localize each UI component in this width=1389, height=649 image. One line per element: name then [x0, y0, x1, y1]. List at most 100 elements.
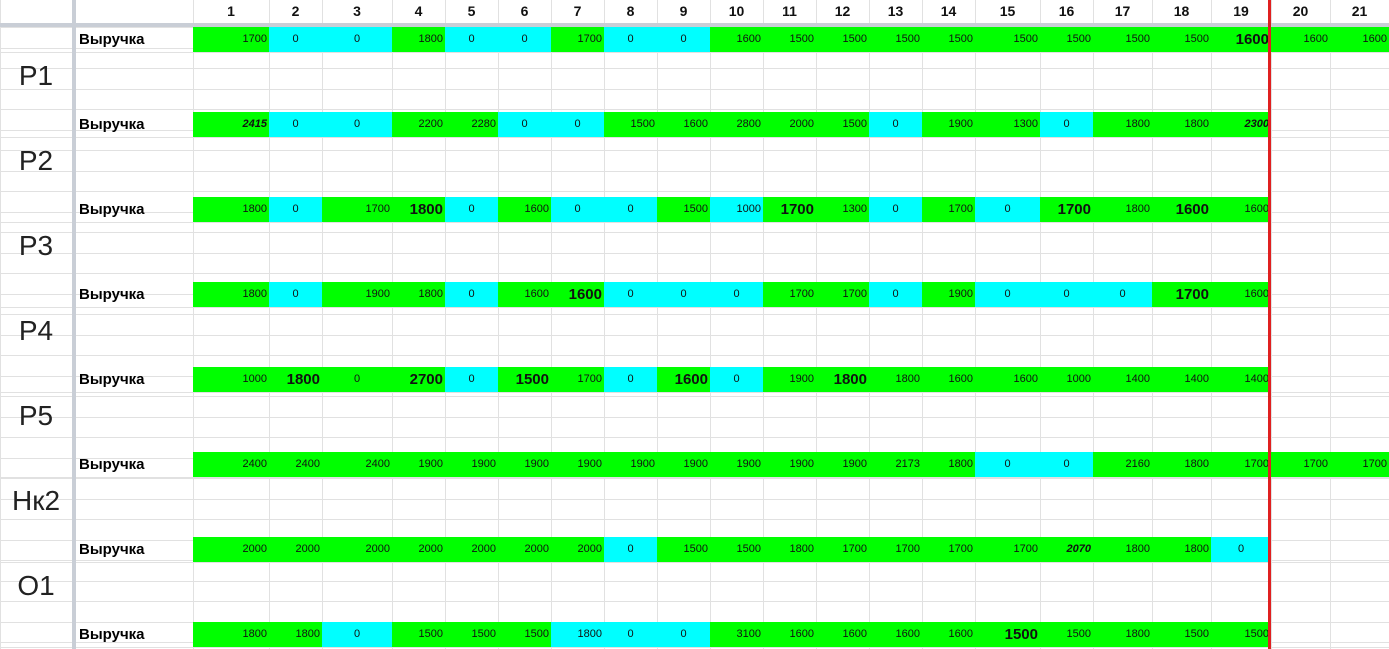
revenue-cell[interactable]: 1700: [816, 282, 869, 307]
revenue-cell[interactable]: 1700: [1330, 452, 1389, 477]
revenue-cell[interactable]: 1700: [869, 537, 922, 562]
revenue-cell[interactable]: 1500: [1152, 622, 1211, 647]
revenue-cell[interactable]: 0: [604, 282, 657, 307]
revenue-cell[interactable]: 1600: [1152, 197, 1211, 222]
column-header[interactable]: 5: [467, 3, 476, 19]
revenue-cell[interactable]: 1500: [498, 367, 551, 392]
revenue-cell[interactable]: 1800: [193, 282, 269, 307]
revenue-cell[interactable]: 1500: [975, 27, 1040, 52]
column-header[interactable]: 14: [940, 3, 957, 19]
revenue-cell[interactable]: 2000: [193, 537, 269, 562]
revenue-cell[interactable]: 1700: [816, 537, 869, 562]
revenue-cell[interactable]: 1800: [269, 367, 322, 392]
revenue-cell[interactable]: 1500: [710, 537, 763, 562]
revenue-cell[interactable]: 0: [657, 282, 710, 307]
column-header[interactable]: 3: [353, 3, 361, 19]
revenue-cell[interactable]: 1800: [193, 622, 269, 647]
revenue-cell[interactable]: 1600: [922, 367, 975, 392]
revenue-cell[interactable]: 1800: [269, 622, 322, 647]
revenue-cell[interactable]: 1500: [763, 27, 816, 52]
revenue-cell[interactable]: 1000: [710, 197, 763, 222]
revenue-cell[interactable]: 1300: [816, 197, 869, 222]
revenue-cell[interactable]: 0: [975, 452, 1040, 477]
revenue-cell[interactable]: 1500: [1152, 27, 1211, 52]
column-header[interactable]: 10: [728, 3, 745, 19]
revenue-cell[interactable]: 1800: [922, 452, 975, 477]
revenue-cell[interactable]: 0: [710, 367, 763, 392]
revenue-cell[interactable]: 1700: [193, 27, 269, 52]
revenue-cell[interactable]: 0: [551, 112, 604, 137]
revenue-cell[interactable]: 1900: [710, 452, 763, 477]
revenue-cell[interactable]: 1600: [816, 622, 869, 647]
revenue-cell[interactable]: 1500: [975, 622, 1040, 647]
revenue-cell[interactable]: 0: [1040, 112, 1093, 137]
revenue-cell[interactable]: 0: [1211, 537, 1271, 562]
row-label[interactable]: Выручка: [79, 116, 145, 133]
revenue-cell[interactable]: 1700: [1152, 282, 1211, 307]
revenue-cell[interactable]: 1700: [1040, 197, 1093, 222]
revenue-cell[interactable]: 1500: [604, 112, 657, 137]
revenue-cell[interactable]: 1600: [763, 622, 816, 647]
revenue-cell[interactable]: 3100: [710, 622, 763, 647]
revenue-cell[interactable]: 1800: [763, 537, 816, 562]
revenue-cell[interactable]: 1500: [1093, 27, 1152, 52]
revenue-cell[interactable]: 1600: [657, 367, 710, 392]
revenue-cell[interactable]: 1600: [551, 282, 604, 307]
revenue-cell[interactable]: 1700: [975, 537, 1040, 562]
column-header[interactable]: 21: [1351, 3, 1368, 19]
revenue-cell[interactable]: 1900: [816, 452, 869, 477]
revenue-cell[interactable]: 1000: [1040, 367, 1093, 392]
revenue-cell[interactable]: 1600: [1271, 27, 1330, 52]
revenue-cell[interactable]: 1900: [763, 452, 816, 477]
revenue-cell[interactable]: 1900: [657, 452, 710, 477]
revenue-cell[interactable]: 1700: [322, 197, 392, 222]
revenue-cell[interactable]: 0: [604, 622, 657, 647]
revenue-cell[interactable]: 0: [269, 27, 322, 52]
revenue-cell[interactable]: 1500: [816, 112, 869, 137]
revenue-cell[interactable]: 0: [710, 282, 763, 307]
revenue-cell[interactable]: 1900: [604, 452, 657, 477]
revenue-cell[interactable]: 1800: [816, 367, 869, 392]
revenue-cell[interactable]: 0: [869, 112, 922, 137]
revenue-cell[interactable]: 1500: [445, 622, 498, 647]
revenue-cell[interactable]: 0: [604, 197, 657, 222]
column-header[interactable]: 11: [782, 3, 797, 19]
column-header[interactable]: 7: [573, 3, 582, 19]
revenue-cell[interactable]: 1700: [763, 282, 816, 307]
column-header[interactable]: 19: [1233, 3, 1249, 19]
revenue-cell[interactable]: 1800: [392, 27, 445, 52]
revenue-cell[interactable]: 2400: [193, 452, 269, 477]
row-label[interactable]: Выручка: [79, 626, 145, 643]
column-header[interactable]: 4: [414, 3, 423, 19]
revenue-cell[interactable]: 2160: [1093, 452, 1152, 477]
column-header[interactable]: 20: [1292, 3, 1309, 19]
revenue-cell[interactable]: 1600: [869, 622, 922, 647]
row-label[interactable]: Выручка: [79, 456, 145, 473]
revenue-cell[interactable]: 0: [445, 282, 498, 307]
revenue-cell[interactable]: 2000: [498, 537, 551, 562]
revenue-cell[interactable]: 2400: [269, 452, 322, 477]
row-label[interactable]: Выручка: [79, 541, 145, 558]
revenue-cell[interactable]: 2280: [445, 112, 498, 137]
revenue-cell[interactable]: 1500: [657, 537, 710, 562]
revenue-cell[interactable]: 1700: [1271, 452, 1330, 477]
revenue-cell[interactable]: 0: [657, 622, 710, 647]
revenue-cell[interactable]: 1400: [1093, 367, 1152, 392]
revenue-cell[interactable]: 0: [551, 197, 604, 222]
revenue-cell[interactable]: 1800: [1152, 537, 1211, 562]
column-header[interactable]: 6: [520, 3, 529, 19]
revenue-cell[interactable]: 2000: [763, 112, 816, 137]
revenue-cell[interactable]: 1700: [763, 197, 816, 222]
column-header[interactable]: 1: [227, 3, 235, 19]
revenue-cell[interactable]: 0: [445, 367, 498, 392]
revenue-cell[interactable]: 0: [869, 282, 922, 307]
revenue-cell[interactable]: 1700: [1211, 452, 1271, 477]
revenue-cell[interactable]: 0: [604, 537, 657, 562]
revenue-cell[interactable]: 0: [322, 27, 392, 52]
revenue-cell[interactable]: 1900: [498, 452, 551, 477]
revenue-cell[interactable]: 0: [269, 197, 322, 222]
revenue-cell[interactable]: 0: [657, 27, 710, 52]
revenue-cell[interactable]: 2400: [322, 452, 392, 477]
column-header[interactable]: 18: [1173, 3, 1190, 19]
